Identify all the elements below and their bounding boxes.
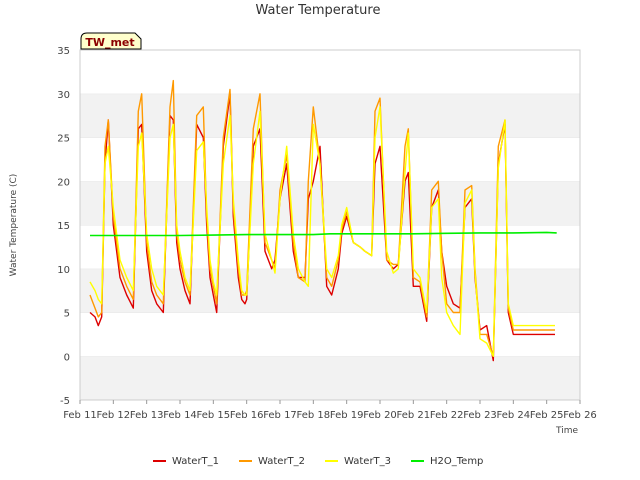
x-tick-label: Feb 15: [197, 410, 231, 421]
legend-label: WaterT_2: [258, 456, 305, 467]
grid-band: [80, 137, 580, 182]
grid-band: [80, 50, 580, 94]
legend-label: WaterT_3: [344, 456, 391, 467]
x-axis-title: Time: [555, 426, 578, 436]
tw-met-badge: TW_met: [80, 32, 142, 50]
grid-band: [80, 225, 580, 269]
legend-label: WaterT_1: [172, 456, 219, 467]
x-tick-label: Feb 14: [163, 410, 197, 421]
y-tick-label: 0: [64, 352, 70, 363]
x-tick-label: Feb 21: [397, 410, 431, 421]
x-tick-label: Feb 19: [330, 410, 364, 421]
x-tick-label: Feb 26: [563, 410, 597, 421]
plot-area: [79, 49, 581, 401]
y-tick-label: -5: [60, 396, 70, 407]
y-tick-label: 20: [57, 177, 70, 188]
series-layer: [89, 79, 557, 362]
badge-label: TW_met: [85, 36, 134, 49]
y-tick-label: 25: [57, 134, 70, 145]
x-axis-ticks: Feb 11 Feb 12 Feb 13 Feb 14 Feb 15 Feb 16 Feb …: [63, 400, 597, 421]
y-axis-title: Water Temperature (C): [9, 174, 19, 277]
grid-band: [80, 93, 580, 138]
x-tick-label: Feb 24: [497, 410, 531, 421]
x-tick-label: Feb 16: [230, 410, 264, 421]
grid-band: [80, 181, 580, 225]
x-tick-label: Feb 22: [430, 410, 464, 421]
grid-band: [80, 356, 580, 400]
y-tick-label: 30: [57, 90, 70, 101]
x-tick-label: Feb 23: [463, 410, 497, 421]
chart-title: Water Temperature: [256, 3, 381, 18]
y-tick-label: 15: [57, 221, 70, 232]
legend-label: H2O_Temp: [430, 456, 483, 467]
y-tick-label: 5: [64, 309, 70, 320]
grid-bands: [80, 49, 580, 400]
x-tick-label: Feb 17: [263, 410, 297, 421]
x-tick-label: Feb 20: [363, 410, 397, 421]
series-line-watert-3: [89, 106, 555, 357]
x-tick-label: Feb 18: [297, 410, 331, 421]
x-tick-label: Feb 13: [130, 410, 164, 421]
x-tick-label: Feb 11: [63, 410, 97, 421]
badge-box: [80, 32, 142, 50]
series-line-h2o-temp: [90, 231, 557, 237]
legend: WaterT_1 WaterT_2 WaterT_3 H2O_Temp: [153, 456, 483, 467]
x-tick-label: Feb 25: [530, 410, 564, 421]
y-tick-label: 35: [57, 46, 70, 57]
x-tick-label: Feb 12: [97, 410, 131, 421]
y-tick-label: 10: [57, 265, 70, 276]
y-axis-ticks: -5 0 5 10 15 20 25 30 35: [57, 46, 70, 407]
grid-band: [80, 312, 580, 357]
